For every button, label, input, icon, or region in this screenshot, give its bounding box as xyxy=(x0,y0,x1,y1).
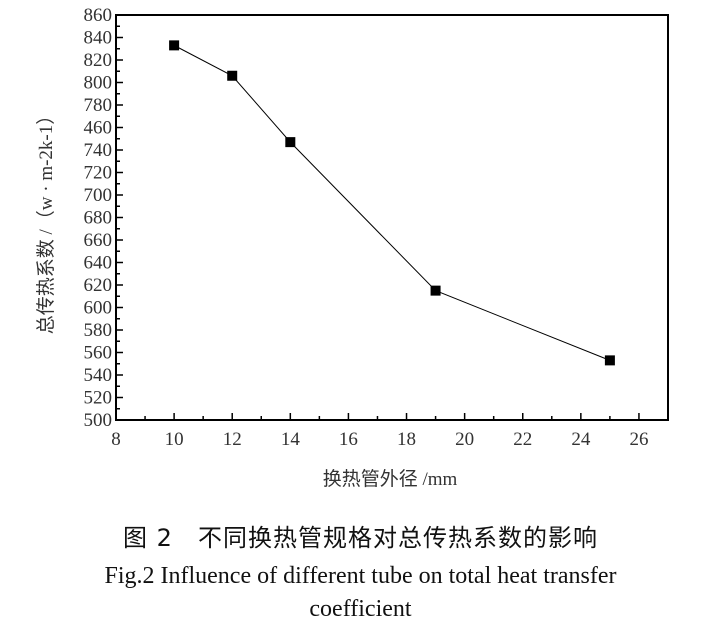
x-axis-label: 换热管外径 /mm xyxy=(323,468,458,490)
x-tick-label: 16 xyxy=(339,429,358,450)
line-chart: 8 10 12 14 16 18 20 22 24 26 500520540560580600620… xyxy=(35,5,669,490)
data-point xyxy=(285,137,296,148)
data-point xyxy=(604,355,615,366)
x-tick-label: 24 xyxy=(571,429,591,450)
caption-chinese: 图 2 不同换热管规格对总传热系数的影响 xyxy=(123,524,598,552)
y-tick-label: 860 xyxy=(84,5,113,26)
x-tick-label: 22 xyxy=(513,429,532,450)
y-tick-label: 780 xyxy=(84,95,113,116)
y-tick-label: 720 xyxy=(84,163,113,184)
y-tick-label: 820 xyxy=(84,50,113,71)
x-tick-label: 10 xyxy=(165,429,184,450)
y-tick-label: 840 xyxy=(84,28,113,49)
data-point xyxy=(227,70,238,81)
y-tick-label: 620 xyxy=(84,275,113,296)
y-tick-label: 600 xyxy=(84,298,113,319)
x-tick-label: 8 xyxy=(111,429,121,450)
y-tick-label: 700 xyxy=(84,185,113,206)
y-axis-label: 总传热系数 /（w · m-2k-1） xyxy=(35,106,57,335)
y-tick-label: 800 xyxy=(84,73,113,94)
x-tick-label: 18 xyxy=(397,429,416,450)
x-tick-label: 14 xyxy=(281,429,301,450)
y-tick-label: 580 xyxy=(84,320,113,341)
y-tick-label: 660 xyxy=(84,230,113,251)
caption-english-line1: Fig.2 Influence of different tube on tot… xyxy=(104,563,617,589)
y-tick-label: 540 xyxy=(84,365,113,386)
data-point xyxy=(169,40,180,51)
y-tick-label: 560 xyxy=(84,343,113,364)
caption-english-line2: coefficient xyxy=(309,596,412,622)
data-point xyxy=(430,285,441,296)
plot-frame xyxy=(115,14,669,421)
x-tick-label: 26 xyxy=(629,429,648,450)
y-tick-label: 500 xyxy=(84,410,113,431)
y-tick-label: 520 xyxy=(84,388,113,409)
series-line xyxy=(173,44,611,361)
y-tick-label: 460 xyxy=(84,118,113,139)
x-tick-label: 12 xyxy=(223,429,242,450)
x-tick-label: 20 xyxy=(455,429,474,450)
y-tick-label: 680 xyxy=(84,208,113,229)
y-tick-label: 640 xyxy=(84,253,113,274)
y-tick-label: 740 xyxy=(84,140,113,161)
